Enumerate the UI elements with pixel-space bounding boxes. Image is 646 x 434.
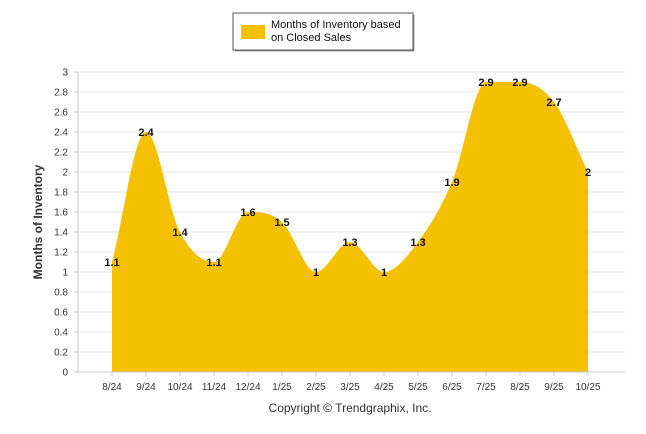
y-tick-label: 2.8 [54, 88, 68, 99]
y-tick-label: 0.8 [54, 288, 68, 299]
x-tick-labels: 8/24 9/24 10/24 11/24 12/24 1/25 2/25 3/25 4/25 5… [102, 382, 601, 393]
x-tick-label: 10/24 [167, 382, 192, 393]
data-label: 2.4 [138, 127, 154, 139]
series-area-path [112, 82, 588, 372]
y-tick-label: 0.4 [54, 328, 68, 339]
data-label: 1 [381, 267, 387, 279]
data-label: 2.9 [478, 77, 493, 89]
x-tick-label: 1/25 [272, 382, 292, 393]
data-label: 1 [313, 267, 319, 279]
y-tick-label: 2.6 [54, 108, 68, 119]
y-tick-label: 2.2 [54, 148, 68, 159]
data-label: 1.6 [240, 207, 255, 219]
legend-label-line1: Months of Inventory based [271, 19, 401, 31]
data-label: 1.3 [342, 237, 357, 249]
x-tick-label: 3/25 [340, 382, 360, 393]
x-tick-label: 12/24 [235, 382, 260, 393]
x-tick-label: 8/25 [510, 382, 530, 393]
legend-label-line2: on Closed Sales [271, 32, 352, 44]
x-tick-label: 9/25 [544, 382, 564, 393]
data-label: 2.7 [546, 97, 561, 109]
x-tick-label: 4/25 [374, 382, 394, 393]
y-tick-label: 0 [62, 368, 68, 379]
data-label: 2 [585, 167, 591, 179]
data-label: 1.5 [274, 217, 289, 229]
y-tick-label: 0.6 [54, 308, 68, 319]
y-tick-label: 1.4 [54, 228, 68, 239]
data-label: 2.9 [512, 77, 527, 89]
copyright-text: Copyright © Trendgraphix, Inc. [269, 401, 432, 415]
y-tick-label: 0.2 [54, 348, 68, 359]
y-tick-label: 2 [62, 168, 68, 179]
data-label: 1.1 [104, 257, 119, 269]
y-tick-labels: 0 0.2 0.4 0.6 0.8 1 1.2 1.4 1.6 1.8 2 2.2 2.4 2.6 2.8 3 [54, 68, 68, 379]
legend-swatch [241, 25, 265, 39]
data-labels: 1.1 2.4 1.4 1.1 1.6 1.5 1 1.3 1 1.3 1.9 2.9 2.9 2.7 2 [104, 77, 591, 279]
data-label: 1.4 [172, 227, 188, 239]
x-tick-label: 5/25 [408, 382, 428, 393]
x-tick-label: 6/25 [442, 382, 462, 393]
y-tick-label: 1.8 [54, 188, 68, 199]
series-area [112, 82, 588, 372]
x-tick-label: 8/24 [102, 382, 122, 393]
x-tick-label: 11/24 [202, 382, 227, 393]
axes [74, 71, 625, 376]
x-tick-label: 9/24 [136, 382, 156, 393]
y-tick-label: 2.4 [54, 128, 68, 139]
x-tick-label: 7/25 [476, 382, 496, 393]
x-tick-label: 10/25 [575, 382, 600, 393]
y-tick-label: 1.2 [54, 248, 68, 259]
y-tick-label: 1 [62, 268, 68, 279]
y-tick-label: 3 [62, 68, 68, 79]
data-label: 1.1 [206, 257, 221, 269]
y-tick-label: 1.6 [54, 208, 68, 219]
x-tick-label: 2/25 [306, 382, 326, 393]
legend: Months of Inventory based on Closed Sale… [232, 12, 415, 52]
y-axis-title: Months of Inventory [31, 164, 45, 279]
data-label: 1.3 [410, 237, 425, 249]
data-label: 1.9 [444, 177, 459, 189]
